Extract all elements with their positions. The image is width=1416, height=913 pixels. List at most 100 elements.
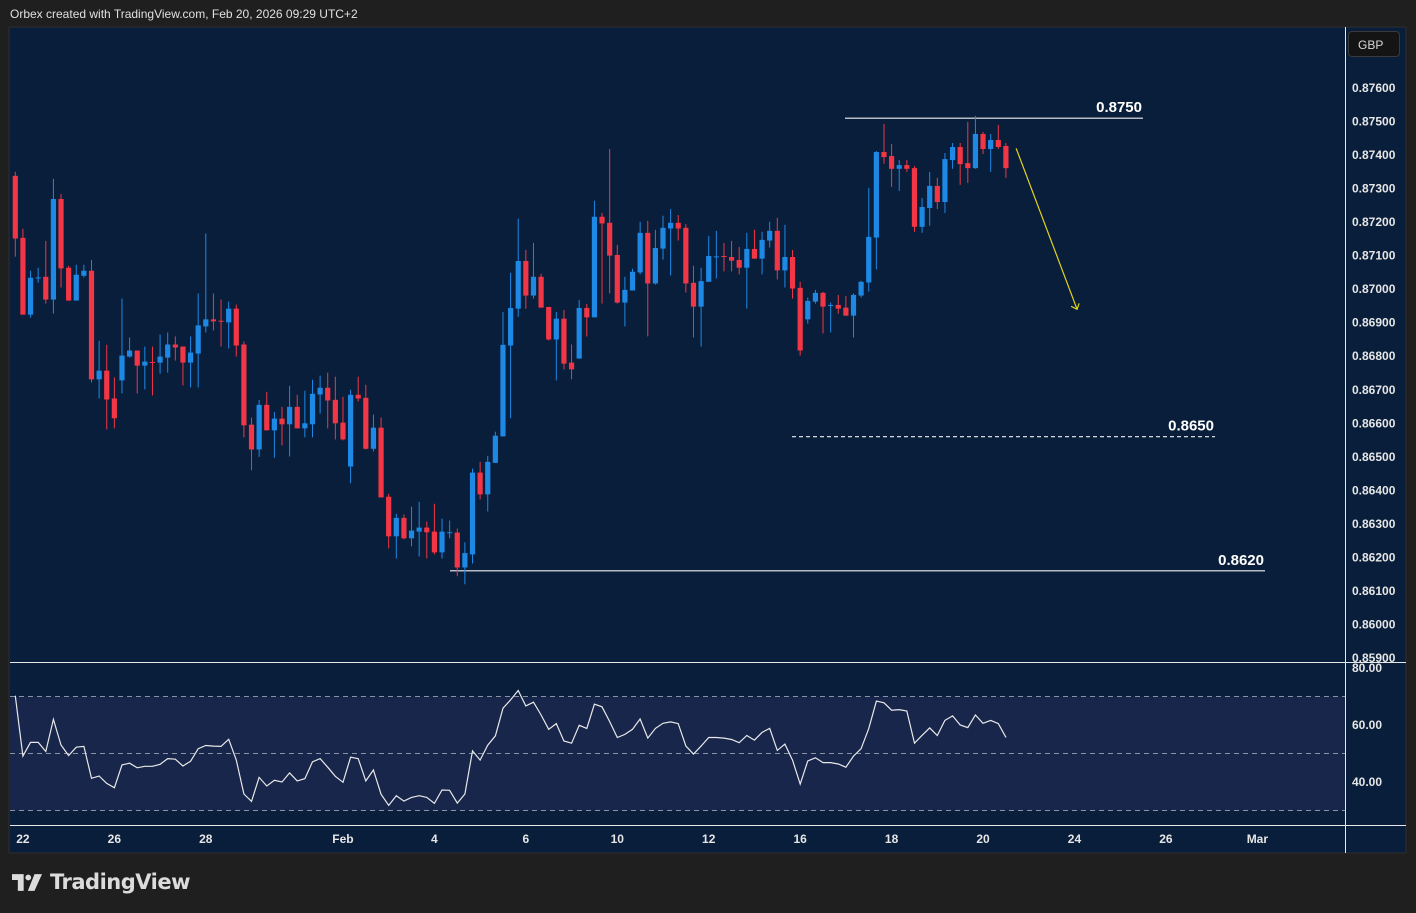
candle-body: [553, 318, 559, 340]
candle-up: [805, 297, 811, 324]
candle-down: [789, 249, 796, 299]
candle-body: [812, 292, 818, 302]
rsi-point: [929, 727, 931, 729]
rsi-point: [403, 800, 405, 802]
candle-up: [119, 298, 125, 394]
time-tick-label: 12: [702, 832, 716, 846]
candle-down: [645, 220, 651, 337]
candle-up: [447, 520, 453, 539]
rsi-point: [555, 723, 557, 724]
rsi-point: [388, 804, 390, 806]
rsi-point: [677, 723, 679, 724]
candle-up: [127, 337, 133, 358]
rsi-point: [30, 741, 31, 743]
candle-up: [652, 229, 658, 285]
candle-body: [942, 159, 948, 203]
candle-up: [622, 276, 628, 327]
candle-body: [416, 527, 422, 532]
candle-body: [149, 361, 156, 363]
candle-down: [111, 377, 117, 429]
candle-body: [12, 175, 18, 239]
candle-up: [668, 209, 674, 276]
candle-body: [66, 267, 72, 301]
candle-body: [911, 168, 918, 227]
candle-body: [294, 406, 300, 429]
candle-body: [972, 133, 979, 169]
horizontal-levels[interactable]: 0.8750 0.8650 0.8620: [450, 99, 1265, 572]
candle-body: [96, 370, 102, 380]
candle-down: [294, 394, 300, 429]
candle-body: [43, 276, 49, 300]
rsi-point: [738, 742, 740, 744]
candle-body: [439, 531, 445, 553]
candle-down: [149, 346, 156, 396]
rsi-point: [228, 738, 230, 740]
tradingview-logo[interactable]: TradingView: [12, 870, 190, 894]
candle-body: [767, 230, 773, 241]
chart-credit: Orbex created with TradingView.com, Feb …: [10, 7, 358, 21]
arrow-shaft[interactable]: [1015, 148, 1078, 310]
candle-body: [744, 248, 750, 268]
candle-up: [226, 301, 232, 349]
time-tick-label: 26: [1159, 832, 1173, 846]
rsi-point: [540, 714, 542, 716]
rsi-point: [121, 764, 123, 766]
candle-down: [538, 273, 544, 308]
time-tick-label: 4: [431, 832, 438, 846]
candle-body: [165, 344, 171, 358]
rsi-point: [472, 750, 473, 752]
rsi-point: [731, 739, 732, 740]
rsi-point: [975, 714, 976, 716]
price-axis[interactable]: 0.87600 0.87500 0.87400 0.87300 0.87200 0.871…: [1352, 81, 1396, 665]
rsi-point: [14, 695, 16, 697]
candle-body: [607, 222, 613, 256]
rsi-point: [708, 737, 710, 738]
candle-body: [896, 165, 902, 169]
candle-body: [561, 318, 567, 364]
rsi-point: [411, 796, 412, 798]
time-axis[interactable]: 22 26 28 Feb 4 6 10 12 16 18 20 24 26 Mar: [16, 832, 1268, 846]
rsi-point: [75, 746, 77, 748]
rsi-point: [190, 760, 191, 762]
candle-body: [690, 282, 697, 307]
candle-body: [828, 304, 834, 306]
candle-down: [264, 391, 270, 431]
candle-up: [858, 280, 864, 298]
rsi-point: [502, 707, 504, 709]
candle-body: [218, 320, 224, 322]
candle-body: [73, 274, 79, 301]
rsi-point: [784, 743, 786, 745]
rsi-point: [647, 737, 649, 739]
candle-body: [279, 418, 285, 425]
rsi-point: [571, 742, 572, 744]
candle-down: [1003, 142, 1009, 178]
rsi-point: [921, 734, 923, 736]
rsi-point: [395, 795, 397, 797]
candle-down: [584, 303, 590, 337]
candle-down: [325, 372, 331, 429]
candle-body: [599, 216, 605, 224]
candle-body: [241, 344, 247, 426]
level-label: 0.8620: [1218, 552, 1264, 569]
down-arrow-drawing[interactable]: [1015, 148, 1080, 311]
rsi-point: [548, 728, 550, 730]
candle-down: [340, 396, 346, 441]
rsi-point: [715, 737, 717, 738]
time-tick-label: Feb: [332, 832, 353, 846]
rsi-point: [182, 765, 184, 767]
currency-button[interactable]: GBP: [1348, 31, 1400, 57]
rsi-point: [670, 721, 672, 723]
candle-down: [690, 265, 697, 338]
rsi-point: [441, 789, 443, 791]
candle-body: [957, 147, 963, 165]
candle-down: [599, 213, 605, 304]
rsi-point: [959, 724, 961, 726]
candle-body: [302, 423, 308, 429]
candle-body: [858, 281, 864, 296]
candle-body: [195, 325, 201, 354]
rsi-point: [860, 748, 862, 750]
candle-body: [88, 270, 95, 380]
candle-body: [325, 387, 331, 401]
rsi-point: [251, 800, 252, 802]
